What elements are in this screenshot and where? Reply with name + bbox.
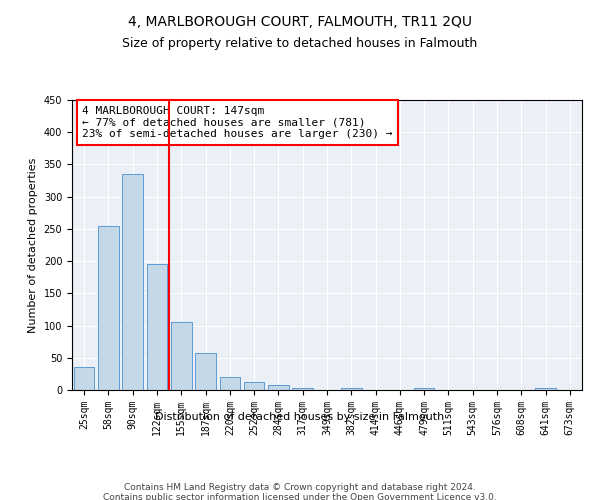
Bar <box>195 354 216 390</box>
Bar <box>220 377 240 390</box>
Bar <box>98 226 119 390</box>
Bar <box>268 386 289 390</box>
Text: 4 MARLBOROUGH COURT: 147sqm
← 77% of detached houses are smaller (781)
23% of se: 4 MARLBOROUGH COURT: 147sqm ← 77% of det… <box>82 106 392 139</box>
Bar <box>244 382 265 390</box>
Text: Size of property relative to detached houses in Falmouth: Size of property relative to detached ho… <box>122 38 478 51</box>
Bar <box>74 368 94 390</box>
Text: 4, MARLBOROUGH COURT, FALMOUTH, TR11 2QU: 4, MARLBOROUGH COURT, FALMOUTH, TR11 2QU <box>128 15 472 29</box>
Text: Contains HM Land Registry data © Crown copyright and database right 2024.
Contai: Contains HM Land Registry data © Crown c… <box>103 482 497 500</box>
Bar <box>146 264 167 390</box>
Bar <box>292 388 313 390</box>
Bar <box>122 174 143 390</box>
Text: Distribution of detached houses by size in Falmouth: Distribution of detached houses by size … <box>155 412 445 422</box>
Bar <box>414 388 434 390</box>
Bar <box>171 322 191 390</box>
Bar <box>535 388 556 390</box>
Bar <box>341 388 362 390</box>
Y-axis label: Number of detached properties: Number of detached properties <box>28 158 38 332</box>
